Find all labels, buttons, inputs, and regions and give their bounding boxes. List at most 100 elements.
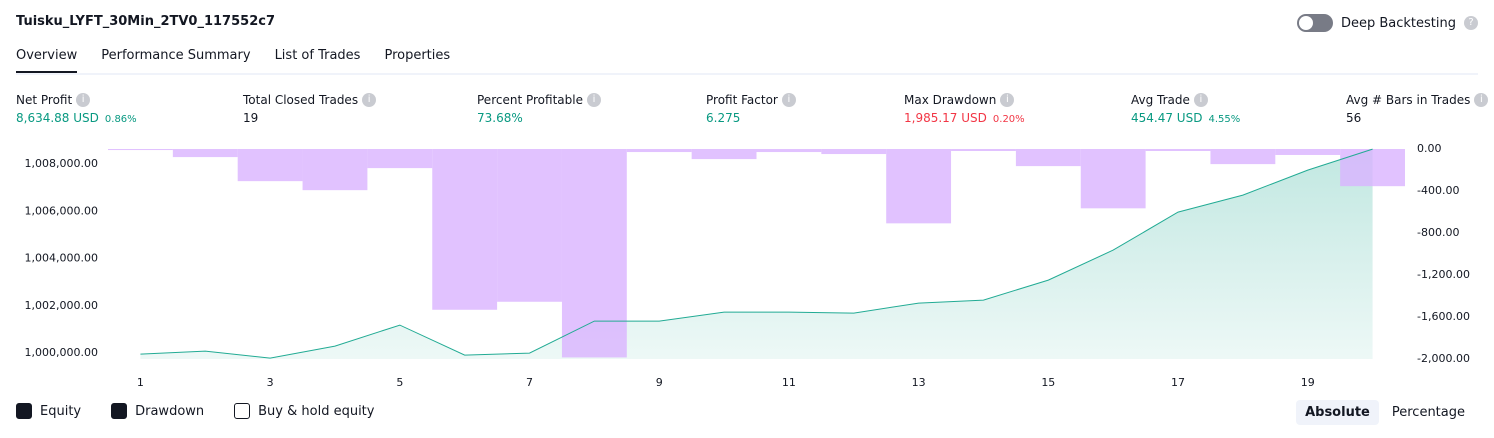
checkbox[interactable] [234, 403, 251, 419]
drawdown-bar [691, 149, 757, 160]
metric-label: Avg # Bars in Trades [1346, 93, 1471, 107]
metric-value-row: 6.275 [706, 111, 796, 125]
metric: Avg Trade i 454.47 USD 4.55% [1131, 93, 1240, 125]
help-icon[interactable]: ? [1464, 16, 1478, 30]
metric-value-row: 8,634.88 USD 0.86% [16, 111, 137, 125]
info-icon[interactable]: i [1000, 93, 1015, 107]
y2-tick-label: -400.00 [1417, 184, 1459, 197]
metric: Profit Factor i 6.275 [706, 93, 796, 125]
drawdown-bar [302, 149, 368, 191]
x-tick-label: 15 [1041, 376, 1055, 389]
info-icon[interactable]: i [781, 93, 796, 107]
drawdown-bar [367, 149, 433, 169]
drawdown-bar [108, 149, 173, 151]
separator [16, 73, 1478, 75]
info-icon[interactable]: i [362, 93, 377, 107]
x-tick-label: 3 [267, 376, 274, 389]
metric-label-row: Percent Profitable i [477, 93, 601, 107]
equity-toggle[interactable]: Equity [16, 403, 81, 419]
legend-label: Drawdown [135, 403, 205, 419]
y-tick-label: 1,000,000.00 [25, 346, 98, 359]
metric-value: 454.47 USD [1131, 111, 1203, 125]
metric-value-row: 73.68% [477, 111, 601, 125]
drawdown-bar [1015, 149, 1081, 167]
y-tick-label: 1,002,000.00 [25, 299, 98, 312]
strategy-title: Tuisku_LYFT_30Min_2TV0_117552c7 [16, 14, 275, 29]
metric-label: Percent Profitable [477, 93, 583, 107]
metric: Total Closed Trades i 19 [243, 93, 377, 125]
drawdown-bar [756, 149, 822, 153]
metric: Net Profit i 8,634.88 USD 0.86% [16, 93, 137, 125]
legend-label: Buy & hold equity [258, 403, 375, 419]
metric-value-row: 56 [1346, 111, 1488, 125]
x-tick-label: 13 [912, 376, 926, 389]
equity-line [140, 148, 1373, 359]
tab[interactable]: Performance Summary [101, 48, 251, 63]
button[interactable]: Percentage [1391, 405, 1465, 420]
drawdown-bar [1275, 149, 1341, 155]
drawdown-bar [237, 149, 303, 182]
metric-label-row: Avg # Bars in Trades i [1346, 93, 1489, 107]
metric: Max Drawdown i 1,985.17 USD 0.20% [904, 93, 1025, 125]
metric-label: Net Profit [16, 93, 73, 107]
metric-value: 73.68% [477, 111, 523, 125]
metric-percent: 0.20% [992, 114, 1025, 125]
metric: Avg # Bars in Trades i 56 [1346, 93, 1489, 125]
metric-label: Total Closed Trades [243, 93, 359, 107]
metric-label-row: Net Profit i [16, 93, 137, 107]
y2-tick-label: 0.00 [1417, 142, 1442, 155]
drawdown-bar [497, 149, 562, 302]
y-tick-label: 1,008,000.00 [25, 157, 98, 170]
chart: 1,000,000.00 1,002,000.00 1,004,000.00 1,00… [25, 142, 1470, 389]
drawdown-bar [561, 149, 627, 358]
metric-value: 1,985.17 USD [904, 111, 987, 125]
metric-label: Avg Trade [1131, 93, 1190, 107]
metric-label: Profit Factor [706, 93, 778, 107]
metric: Percent Profitable i 73.68% [477, 93, 601, 125]
metric-value-row: 19 [243, 111, 376, 125]
y2-tick-label: -1,600.00 [1417, 310, 1470, 323]
y-tick-label: 1,004,000.00 [25, 252, 98, 265]
checkbox[interactable] [16, 403, 32, 419]
buy-hold-toggle[interactable]: Buy & hold equity [234, 403, 374, 419]
drawdown-bar [172, 149, 238, 158]
x-tick-label: 7 [526, 376, 533, 389]
switch[interactable] [1296, 14, 1333, 32]
metric-value-row: 1,985.17 USD 0.20% [904, 111, 1025, 125]
info-icon[interactable]: i [1193, 93, 1208, 107]
tabs: Overview Performance Summary List of Trade… [16, 48, 450, 74]
deep-backtesting[interactable]: Deep Backtesting? [1296, 14, 1478, 32]
tab[interactable]: Properties [384, 48, 451, 63]
mode-buttons: Absolute Percentage [1296, 400, 1474, 425]
equity-area [140, 149, 1373, 359]
button[interactable]: Absolute [1296, 400, 1379, 425]
y2-tick-label: -1,200.00 [1417, 268, 1470, 281]
drawdown-bar [1340, 149, 1405, 187]
toggle-label: Deep Backtesting [1340, 15, 1456, 31]
metric-value-row: 454.47 USD 4.55% [1131, 111, 1240, 125]
drawdown-bar [1080, 149, 1146, 209]
info-icon[interactable]: i [586, 93, 601, 107]
drawdown-bar [951, 149, 1016, 151]
drawdown-bar [626, 149, 692, 153]
info-icon[interactable]: i [76, 93, 91, 107]
metric-label: Max Drawdown [904, 93, 997, 107]
drawdown-bar [1145, 149, 1211, 151]
legend: Equity Drawdown Buy & hold equity [16, 403, 374, 419]
drawdown-bar [886, 149, 952, 224]
tab[interactable]: List of Trades [274, 48, 361, 63]
drawdown-bar [821, 149, 887, 155]
metric-label-row: Avg Trade i [1131, 93, 1240, 107]
metric-percent: 0.86% [104, 114, 137, 125]
drawdown-bar [432, 149, 498, 310]
tab[interactable]: Overview [16, 48, 78, 74]
y2-tick-label: -2,000.00 [1417, 352, 1470, 365]
metric-value: 8,634.88 USD [16, 111, 99, 125]
drawdown-bar [1210, 149, 1276, 165]
x-tick-label: 1 [137, 376, 144, 389]
x-tick-label: 19 [1301, 376, 1315, 389]
drawdown-toggle[interactable]: Drawdown [111, 403, 204, 419]
checkbox[interactable] [111, 403, 128, 419]
info-icon[interactable]: i [1474, 93, 1489, 107]
